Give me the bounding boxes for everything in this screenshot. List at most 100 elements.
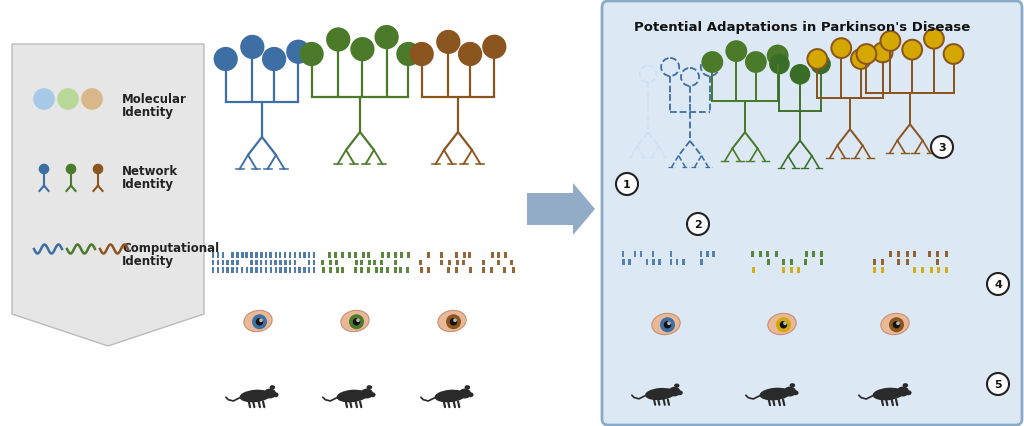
- Circle shape: [773, 52, 782, 61]
- Bar: [766, 251, 769, 257]
- Text: Identity: Identity: [122, 254, 174, 268]
- Bar: [246, 268, 248, 273]
- Bar: [489, 268, 493, 273]
- Bar: [289, 260, 292, 265]
- Circle shape: [94, 165, 102, 174]
- Bar: [945, 268, 948, 273]
- Bar: [250, 253, 253, 258]
- Bar: [330, 260, 332, 265]
- Bar: [335, 253, 338, 258]
- Bar: [360, 260, 364, 265]
- Bar: [303, 268, 306, 273]
- Bar: [781, 259, 784, 265]
- Bar: [912, 251, 915, 257]
- Bar: [700, 259, 702, 265]
- Bar: [790, 268, 793, 273]
- Circle shape: [831, 39, 851, 59]
- Ellipse shape: [434, 390, 466, 403]
- Circle shape: [306, 49, 316, 60]
- Ellipse shape: [367, 385, 372, 389]
- Circle shape: [376, 27, 397, 49]
- Bar: [790, 259, 793, 265]
- Ellipse shape: [669, 387, 680, 397]
- Circle shape: [242, 37, 263, 59]
- Circle shape: [816, 60, 825, 69]
- Circle shape: [459, 44, 481, 66]
- Bar: [217, 260, 219, 265]
- Bar: [767, 259, 770, 265]
- Bar: [440, 260, 443, 265]
- Bar: [280, 268, 282, 273]
- Bar: [341, 268, 344, 273]
- Bar: [505, 253, 507, 258]
- Bar: [312, 268, 315, 273]
- Bar: [386, 268, 389, 273]
- Bar: [308, 268, 310, 273]
- Bar: [906, 251, 908, 257]
- Bar: [905, 259, 908, 265]
- Ellipse shape: [465, 385, 470, 389]
- Circle shape: [411, 44, 433, 66]
- Bar: [819, 259, 822, 265]
- Ellipse shape: [790, 383, 796, 388]
- Bar: [462, 260, 465, 265]
- Bar: [374, 260, 376, 265]
- Bar: [322, 260, 325, 265]
- FancyArrow shape: [527, 184, 595, 236]
- Ellipse shape: [768, 314, 796, 335]
- Bar: [482, 260, 485, 265]
- Bar: [420, 260, 423, 265]
- Circle shape: [454, 319, 457, 322]
- Bar: [623, 259, 625, 265]
- Bar: [375, 268, 378, 273]
- Bar: [255, 253, 258, 258]
- Ellipse shape: [897, 387, 909, 397]
- Circle shape: [779, 321, 787, 329]
- Circle shape: [301, 44, 323, 66]
- Circle shape: [893, 321, 900, 329]
- Bar: [284, 253, 287, 258]
- Circle shape: [349, 314, 364, 329]
- Bar: [236, 268, 239, 273]
- Circle shape: [660, 317, 675, 332]
- Bar: [929, 251, 932, 257]
- Circle shape: [356, 319, 359, 322]
- Ellipse shape: [337, 390, 368, 403]
- Circle shape: [263, 49, 285, 71]
- Bar: [329, 253, 332, 258]
- Bar: [634, 251, 636, 257]
- Circle shape: [896, 322, 900, 325]
- Circle shape: [856, 55, 865, 65]
- Bar: [312, 253, 315, 258]
- Circle shape: [34, 90, 54, 110]
- Circle shape: [929, 35, 939, 44]
- Bar: [449, 260, 452, 265]
- Bar: [640, 251, 642, 257]
- Bar: [265, 260, 267, 265]
- Bar: [279, 253, 282, 258]
- Bar: [820, 251, 822, 257]
- Bar: [469, 268, 472, 273]
- Ellipse shape: [459, 389, 471, 399]
- Bar: [622, 251, 624, 257]
- Bar: [752, 268, 755, 273]
- Bar: [921, 268, 924, 273]
- Bar: [427, 253, 430, 258]
- Bar: [355, 260, 358, 265]
- Circle shape: [58, 90, 78, 110]
- Bar: [406, 268, 409, 273]
- Ellipse shape: [272, 392, 279, 397]
- Circle shape: [465, 49, 475, 60]
- Circle shape: [902, 40, 922, 60]
- Circle shape: [944, 45, 964, 65]
- Bar: [269, 268, 272, 273]
- Bar: [250, 260, 253, 265]
- Bar: [274, 260, 276, 265]
- Ellipse shape: [360, 389, 373, 399]
- Bar: [913, 268, 916, 273]
- Circle shape: [450, 318, 458, 326]
- Bar: [670, 259, 672, 265]
- Circle shape: [775, 60, 784, 69]
- Text: 1: 1: [624, 180, 631, 190]
- Bar: [381, 253, 384, 258]
